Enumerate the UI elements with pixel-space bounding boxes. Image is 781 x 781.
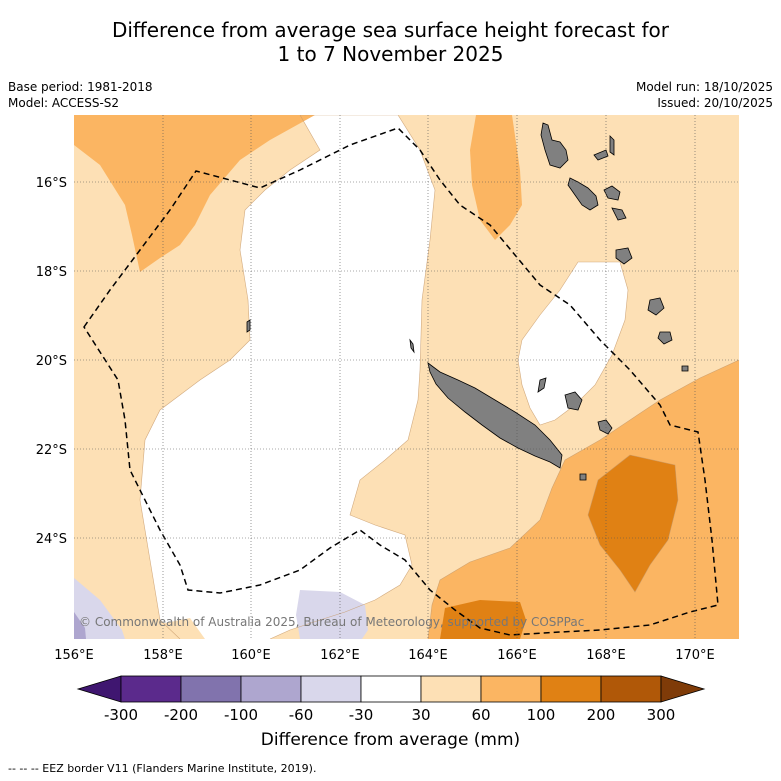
anomaly-field: © Commonwealth of Australia 2025, Bureau… bbox=[74, 115, 739, 639]
island-chesterfield bbox=[246, 319, 251, 333]
band-negative-southwest bbox=[74, 578, 125, 639]
colorbar-segment bbox=[120, 675, 182, 703]
colorbar-segment bbox=[360, 675, 422, 703]
band-100-200-south bbox=[440, 600, 526, 639]
lon-label: 162°E bbox=[320, 648, 360, 663]
lon-label: 156°E bbox=[54, 648, 94, 663]
island-vanuatu-6 bbox=[611, 207, 627, 221]
model-run: Model run: 18/10/2025 bbox=[635, 80, 773, 94]
colorbar-label: Difference from average (mm) bbox=[260, 730, 521, 750]
lon-label: 164°E bbox=[408, 648, 448, 663]
colorbar-segment bbox=[600, 675, 662, 703]
colorbar-tick: 100 bbox=[527, 706, 556, 724]
lat-label: 24°S bbox=[36, 532, 67, 547]
colorbar-segment bbox=[420, 675, 482, 703]
lat-label: 18°S bbox=[36, 265, 67, 280]
title-line-2: 1 to 7 November 2025 bbox=[277, 42, 504, 66]
island-loyalty-1 bbox=[564, 391, 583, 411]
eez-border bbox=[83, 127, 719, 636]
title-line-1: Difference from average sea surface heig… bbox=[111, 18, 670, 42]
island-vanuatu-5 bbox=[603, 185, 621, 201]
island-small-1 bbox=[579, 473, 587, 481]
colorbar-tick: 200 bbox=[587, 706, 616, 724]
island-vanuatu-2 bbox=[567, 177, 599, 211]
island-small-2 bbox=[681, 365, 689, 372]
colorbar-tick: -200 bbox=[164, 706, 198, 724]
colorbar bbox=[76, 675, 706, 703]
meta-left: Base period: 1981-2018 Model: ACCESS-S2 bbox=[8, 79, 153, 111]
colorbar-segment bbox=[300, 675, 362, 703]
island-belep bbox=[409, 338, 415, 354]
island-vanuatu-north bbox=[540, 122, 569, 169]
lat-label: 20°S bbox=[36, 354, 67, 369]
colorbar-segment bbox=[180, 675, 242, 703]
island-vanuatu-4 bbox=[609, 135, 615, 156]
island-vanuatu-7 bbox=[615, 247, 633, 265]
base-period: Base period: 1981-2018 bbox=[8, 80, 153, 94]
lon-label: 168°E bbox=[586, 648, 626, 663]
band-60-100-northwest bbox=[74, 115, 315, 272]
lon-label: 160°E bbox=[231, 648, 271, 663]
lon-labels: 156°E 158°E 160°E 162°E 164°E 166°E 168°… bbox=[54, 648, 715, 663]
lon-label: 158°E bbox=[143, 648, 183, 663]
graticule bbox=[74, 115, 739, 639]
eez-legend-note: -- -- -- EEZ border V11 (Flanders Marine… bbox=[8, 762, 317, 775]
issued-date: Issued: 20/10/2025 bbox=[657, 96, 773, 110]
lon-label: 166°E bbox=[497, 648, 537, 663]
contour-lines bbox=[139, 115, 739, 639]
colorbar-tick: -300 bbox=[104, 706, 138, 724]
band-60-100-southeast bbox=[428, 360, 739, 639]
band-60-100-north bbox=[470, 115, 522, 240]
land-masses bbox=[246, 122, 689, 481]
colorbar-tick: -30 bbox=[349, 706, 374, 724]
island-loyalty-3 bbox=[537, 377, 547, 393]
map-title: Difference from average sea surface heig… bbox=[0, 18, 781, 66]
island-loyalty-2 bbox=[597, 419, 613, 435]
colorbar-tick: -100 bbox=[224, 706, 258, 724]
colorbar-segment bbox=[480, 675, 542, 703]
band-negative-south bbox=[296, 590, 368, 639]
island-vanuatu-9 bbox=[657, 331, 673, 345]
band-neutral-central bbox=[140, 115, 435, 639]
lat-labels: 16°S 18°S 20°S 22°S 24°S bbox=[36, 176, 67, 547]
band-light-patch bbox=[140, 618, 205, 639]
lat-label: 16°S bbox=[36, 176, 67, 191]
lon-label: 170°E bbox=[675, 648, 715, 663]
island-vanuatu-3 bbox=[593, 149, 609, 161]
colorbar-segment bbox=[540, 675, 602, 703]
colorbar-tick: 60 bbox=[471, 706, 490, 724]
lat-label: 22°S bbox=[36, 443, 67, 458]
model-name: Model: ACCESS-S2 bbox=[8, 96, 120, 110]
colorbar-tick: 30 bbox=[411, 706, 430, 724]
colorbar-ticks: -300 -200 -100 -60 -30 30 60 100 200 300 bbox=[104, 706, 675, 724]
band-negative-southwest-dark bbox=[74, 612, 86, 639]
island-new-caledonia bbox=[427, 362, 563, 469]
island-vanuatu-8 bbox=[647, 297, 665, 316]
colorbar-segment bbox=[240, 675, 302, 703]
colorbar-extend-high bbox=[660, 675, 706, 703]
colorbar-extend-low bbox=[76, 675, 122, 703]
meta-right: Model run: 18/10/2025 Issued: 20/10/2025 bbox=[636, 79, 773, 111]
copyright-text: © Commonwealth of Australia 2025, Bureau… bbox=[79, 615, 584, 629]
colorbar-tick: 300 bbox=[647, 706, 676, 724]
band-neutral-east bbox=[518, 262, 628, 425]
colorbar-tick: -60 bbox=[289, 706, 314, 724]
